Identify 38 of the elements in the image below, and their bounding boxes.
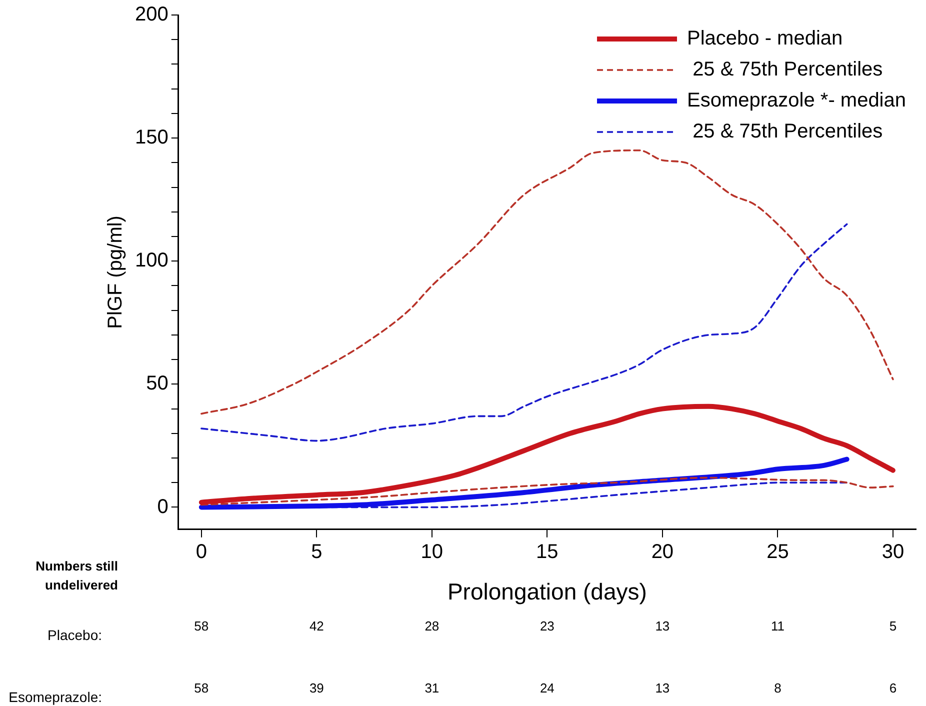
y-axis-title: PlGF (pg/ml): [104, 216, 127, 329]
text: 24: [540, 680, 554, 696]
text: 39: [309, 680, 324, 696]
line-series: [200, 476, 894, 506]
y-tick-label: 0: [157, 496, 168, 518]
y-tick-label: 100: [134, 250, 168, 272]
text: Numbers still undelivered: [36, 558, 118, 593]
x-tick-label: 0: [196, 540, 207, 563]
text: 23: [540, 618, 554, 634]
text: 28: [424, 618, 440, 634]
x-tick-label: 20: [651, 540, 674, 563]
text: 13: [655, 680, 670, 696]
y-tick-label: 50: [146, 372, 168, 395]
text: Placebo:: [48, 626, 102, 643]
x-tick-label: 15: [536, 540, 558, 563]
line-series: [200, 223, 848, 442]
y-tick-label: 150: [134, 126, 168, 149]
y-tick-label: 200: [134, 4, 168, 26]
line-series: [200, 149, 894, 415]
x-tick-label: 25: [766, 540, 789, 563]
text: 5: [889, 618, 897, 634]
legend-label: Placebo - median: [687, 28, 843, 50]
text: 8: [774, 680, 782, 696]
x-tick-label: 5: [311, 540, 322, 563]
legend-label: 25 & 75th Percentiles: [687, 58, 883, 81]
x-axis-title: Prolongation (days): [447, 578, 647, 605]
text: 42: [309, 618, 324, 634]
text: Esomeprazole:: [8, 688, 102, 705]
x-tick-label: 30: [882, 540, 904, 563]
x-tick-label: 10: [420, 540, 444, 563]
legend-label: Esomeprazole *- median: [687, 90, 906, 112]
legend-label: 25 & 75th Percentiles: [687, 120, 883, 143]
text: 11: [770, 618, 784, 634]
text: 58: [194, 680, 209, 696]
text: 31: [424, 680, 440, 696]
text: 6: [889, 680, 897, 696]
text: 13: [655, 618, 670, 634]
text: 58: [194, 618, 209, 634]
